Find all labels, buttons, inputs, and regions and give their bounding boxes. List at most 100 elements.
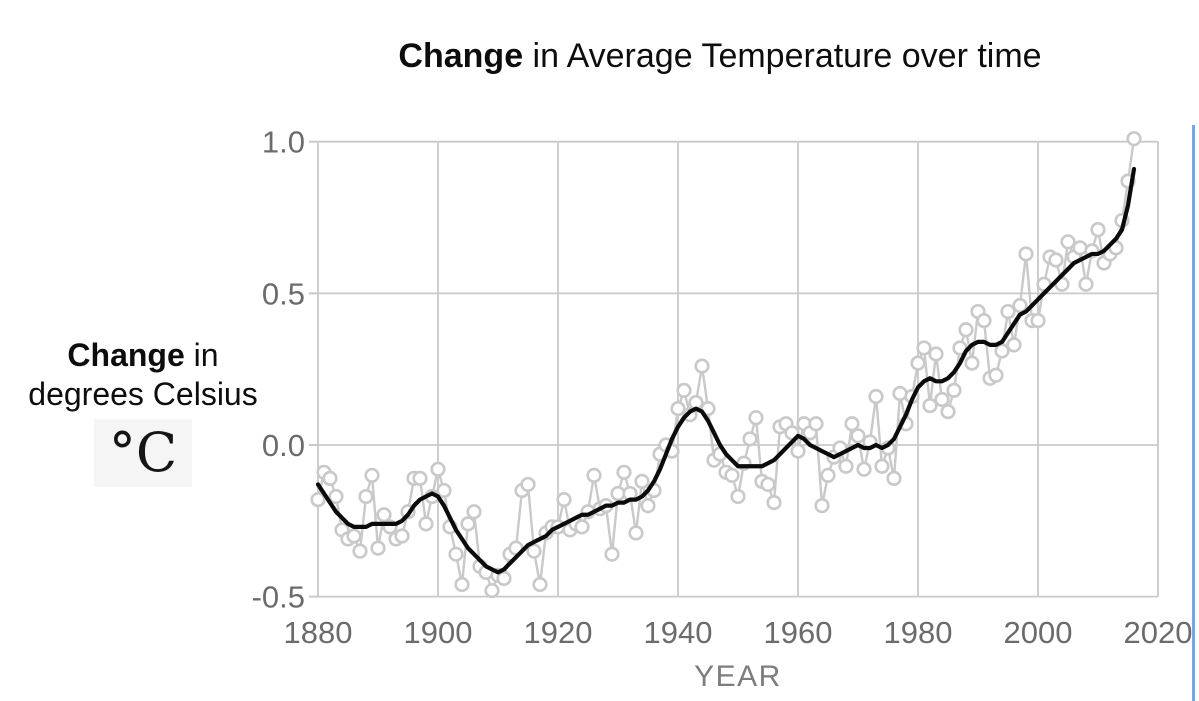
annual-data-point: [676, 382, 692, 399]
annual-data-point: [1090, 222, 1106, 238]
annual-data-point: [358, 488, 374, 505]
annual-data-point: [310, 491, 326, 508]
annual-data-point: [670, 401, 686, 417]
annual-data-point: [412, 470, 428, 486]
x-tick-label: 1980: [884, 615, 953, 650]
y-axis-label: Change in degrees Celsius °C: [8, 336, 278, 487]
annual-data-point: [466, 504, 482, 520]
annual-data-point: [484, 582, 500, 599]
annual-data-point: [448, 546, 464, 562]
annual-data-point: [838, 458, 854, 474]
y-axis-label-line2: degrees Celsius: [28, 376, 258, 412]
annual-data-point: [574, 519, 590, 535]
annual-data-point: [394, 528, 410, 544]
annual-data-point: [1012, 297, 1028, 314]
annual-data-point: [892, 385, 908, 402]
annual-data-point: [844, 416, 860, 432]
celsius-unit-label: °C: [93, 419, 193, 487]
annual-data-point: [868, 388, 884, 405]
annual-data-point: [370, 540, 386, 556]
annual-data-point: [730, 488, 746, 505]
annual-data-point: [940, 404, 956, 420]
y-axis-label-line1-regular: in: [184, 337, 219, 373]
annual-data-point: [814, 498, 830, 514]
y-axis-label-line1-bold: Change: [67, 337, 185, 373]
annual-data-point: [454, 576, 470, 593]
annual-data-point: [1030, 313, 1046, 329]
annual-data-point: [604, 546, 620, 562]
annual-data-point: [850, 428, 866, 444]
annual-data-point: [352, 543, 368, 559]
annual-data-point: [694, 358, 710, 374]
x-tick-label: 2020: [1124, 615, 1193, 650]
annual-data-point: [586, 467, 602, 483]
annual-data-point: [886, 470, 902, 486]
annual-data-point: [946, 382, 962, 399]
x-tick-label: 1880: [284, 615, 353, 650]
annual-data-point: [1078, 276, 1094, 292]
annual-data-point: [1048, 252, 1064, 268]
annual-data-point: [760, 476, 776, 493]
annual-data-point: [988, 367, 1004, 383]
annual-data-point: [1060, 234, 1076, 250]
x-tick-label: 1940: [644, 615, 713, 650]
annual-data-point: [322, 470, 338, 486]
annual-data-point: [376, 507, 392, 523]
annual-data-point: [556, 491, 572, 508]
annual-data-point: [910, 355, 926, 371]
x-tick-label: 1960: [764, 615, 833, 650]
annual-data-point: [532, 576, 548, 593]
annual-data-point: [634, 473, 650, 489]
annual-data-point: [1006, 337, 1022, 353]
annual-data-point: [934, 391, 950, 408]
annual-data-point: [724, 467, 740, 483]
x-tick-label: 2000: [1004, 615, 1073, 650]
chart-title-bold: Change: [398, 37, 524, 75]
annual-data-point: [346, 528, 362, 544]
annual-data-point: [364, 467, 380, 483]
annual-data-point: [916, 340, 932, 356]
annual-data-point: [994, 343, 1010, 359]
annual-series-line: [316, 138, 1136, 595]
annual-data-point: [742, 431, 758, 447]
x-tick-label: 1900: [404, 615, 473, 650]
annual-data-point: [628, 525, 644, 541]
annual-data-point: [958, 322, 974, 338]
chart-title-regular: in Average Temperature over time: [523, 37, 1042, 75]
annual-data-point: [520, 476, 536, 493]
annual-data-point: [766, 495, 782, 511]
x-tick-label: 1920: [524, 615, 593, 650]
annual-data-point: [526, 543, 542, 559]
annual-data-point: [436, 482, 452, 499]
annual-data-point: [616, 464, 632, 480]
annual-data-point: [328, 488, 344, 505]
annual-data-point: [496, 570, 512, 587]
annual-data-point: [430, 461, 446, 477]
x-axis-title: YEAR: [694, 660, 782, 693]
y-tick-label: 0.5: [262, 276, 305, 311]
annual-data-point: [1072, 240, 1088, 256]
annual-data-point: [640, 498, 656, 514]
annual-data-point: [748, 410, 764, 426]
y-tick-label: -0.5: [252, 580, 305, 615]
annual-data-point: [1018, 246, 1034, 262]
y-axis-label-line1: Change in: [8, 336, 278, 375]
annual-data-point: [1126, 131, 1142, 147]
annual-data-point: [964, 355, 980, 371]
annual-data-point: [856, 461, 872, 477]
annual-data-point: [808, 416, 824, 432]
annual-data-point: [418, 516, 434, 532]
annual-data-point: [928, 346, 944, 362]
annual-data-point: [460, 516, 476, 532]
annual-data-point: [1000, 303, 1016, 320]
annual-data-point: [700, 401, 716, 417]
annual-data-point: [820, 467, 836, 483]
chart-title: Change in Average Temperature over time: [260, 38, 1180, 74]
annual-data-point: [790, 443, 806, 459]
annual-data-point: [922, 397, 938, 414]
right-edge-line: [1192, 125, 1195, 701]
annual-data-point: [874, 458, 890, 474]
smoothed-series-line: [315, 166, 1137, 575]
